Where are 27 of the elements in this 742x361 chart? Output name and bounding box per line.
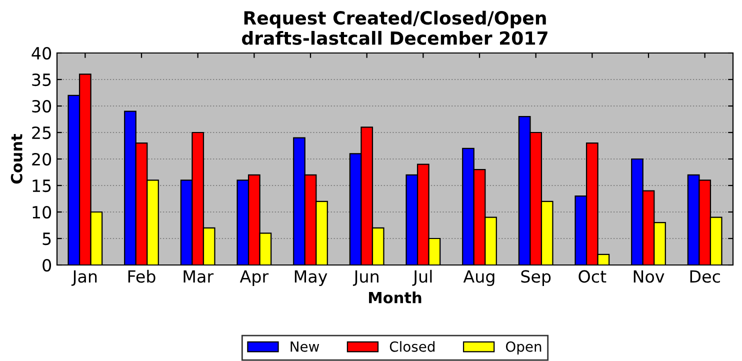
x-tick-label: Jun (352, 270, 378, 286)
y-tick-label: 30 (32, 100, 52, 113)
y-tick-label: 5 (42, 232, 51, 246)
x-tick-label: Apr (240, 270, 269, 286)
y-tick-label: 10 (32, 206, 52, 219)
x-tick-label: Feb (128, 270, 156, 283)
x-tick-label: Sep (521, 270, 551, 286)
legend-label: Open (506, 341, 542, 355)
y-tick-label: 0 (42, 258, 52, 272)
x-tick-label: Jan (71, 270, 97, 286)
y-tick-label: 25 (32, 126, 51, 140)
y-tick-label: 15 (32, 180, 51, 192)
y-tick-label: 20 (32, 152, 52, 166)
x-tick-label: Oct (578, 270, 606, 283)
legend-label: Closed (390, 341, 434, 352)
legend-label: New (290, 342, 320, 352)
x-tick-label: Nov (634, 270, 664, 283)
y-axis-title: Count (10, 134, 22, 184)
x-axis-title: Month (369, 292, 422, 304)
x-tick-label: Dec (690, 270, 720, 283)
y-tick-label: 40 (32, 46, 52, 60)
x-tick-label: Mar (184, 270, 214, 283)
chart-title: Request Created/Closed/Open drafts-lastcall December 2017 (242, 10, 548, 45)
x-tick-label: Jul (412, 270, 432, 286)
y-tick-label: 35 (32, 73, 51, 86)
x-tick-label: May (294, 270, 328, 286)
x-tick-label: Aug (463, 270, 494, 286)
